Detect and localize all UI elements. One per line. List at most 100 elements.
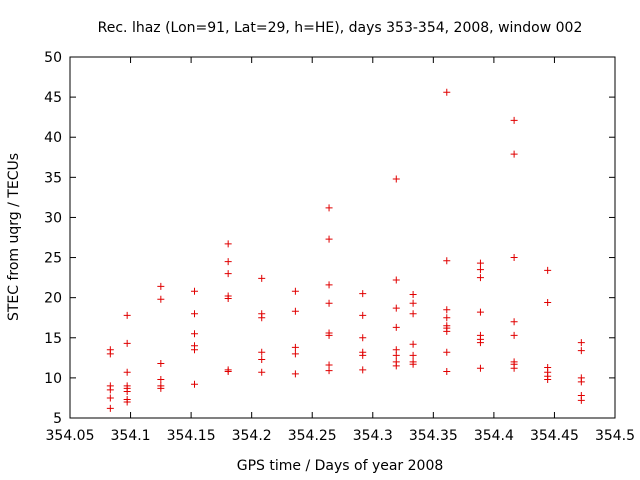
data-point [577,339,585,347]
y-tick-label: 45 [44,90,62,106]
data-point [443,88,451,96]
chart-title: Rec. lhaz (Lon=91, Lat=29, h=HE), days 3… [98,20,583,36]
data-point [359,334,367,342]
data-point [325,281,333,289]
data-point [191,330,199,338]
y-tick-label: 15 [44,331,62,347]
data-point [443,367,451,375]
data-point [392,323,400,331]
data-point [191,346,199,354]
tick-group: 354.05 354.1 354.15 354.2 354.25 354.3 354.35 3… [44,50,635,444]
data-point [409,310,417,318]
data-point [258,274,266,282]
data-point [291,307,299,315]
x-tick-label: 354.3 [353,428,393,444]
data-point [325,299,333,307]
data-point [510,331,518,339]
data-point [409,340,417,348]
data-point [106,386,114,394]
data-point [291,287,299,295]
data-point [224,367,232,375]
y-tick-label: 25 [44,251,62,267]
data-point [476,274,484,282]
data-point [443,348,451,356]
y-tick-label: 5 [53,411,62,427]
data-point [325,235,333,243]
data-point [359,351,367,359]
y-tick-label: 35 [44,170,62,186]
data-point [106,394,114,402]
data-point [191,287,199,295]
data-point-group [106,88,585,412]
data-point [224,240,232,248]
data-point [123,368,131,376]
data-point [258,314,266,322]
data-point [123,339,131,347]
data-point [476,259,484,267]
data-point [510,150,518,158]
data-point [443,327,451,335]
data-point [191,380,199,388]
data-point [510,364,518,372]
data-point [510,116,518,124]
data-point [291,350,299,358]
data-point [476,339,484,347]
y-axis-label: STEC from uqrg / TECUs [6,153,22,321]
data-point [224,258,232,266]
x-tick-label: 354.2 [232,428,272,444]
data-point [544,266,552,274]
data-point [577,396,585,404]
data-point [291,370,299,378]
y-tick-label: 20 [44,291,62,307]
data-point [544,375,552,383]
data-point [476,308,484,316]
data-point [577,378,585,386]
y-tick-label: 10 [44,371,62,387]
data-point [577,347,585,355]
data-point [325,204,333,212]
data-point [123,388,131,396]
y-tick-label: 30 [44,210,62,226]
data-point [123,311,131,319]
x-tick-label: 354.35 [409,428,458,444]
data-point [392,276,400,284]
data-point [291,343,299,351]
data-point [443,306,451,314]
data-point [409,351,417,359]
data-point [224,270,232,278]
data-point [258,355,266,363]
data-point [258,348,266,356]
data-point [359,311,367,319]
plot-frame [69,56,616,419]
x-tick-label: 354.1 [111,428,151,444]
data-point [157,295,165,303]
data-point [359,290,367,298]
x-tick-label: 354.45 [530,428,579,444]
data-point [510,254,518,262]
x-tick-label: 354.05 [46,428,95,444]
data-point [157,359,165,367]
y-tick-label: 40 [44,130,62,146]
data-point [409,290,417,298]
data-point [392,304,400,312]
y-tick-label: 50 [44,50,62,66]
x-tick-label: 354.4 [474,428,514,444]
x-tick-label: 354.15 [167,428,216,444]
data-point [392,175,400,183]
x-axis-label: GPS time / Days of year 2008 [237,458,444,474]
data-point [123,398,131,406]
x-tick-label: 354.5 [595,428,635,444]
data-point [443,314,451,322]
data-point [106,404,114,412]
data-point [157,282,165,290]
data-point [258,368,266,376]
data-point [191,310,199,318]
data-point [409,360,417,368]
data-point [325,367,333,375]
data-point [157,375,165,383]
data-point [392,351,400,359]
data-point [409,299,417,307]
data-point [325,331,333,339]
data-point [476,364,484,372]
